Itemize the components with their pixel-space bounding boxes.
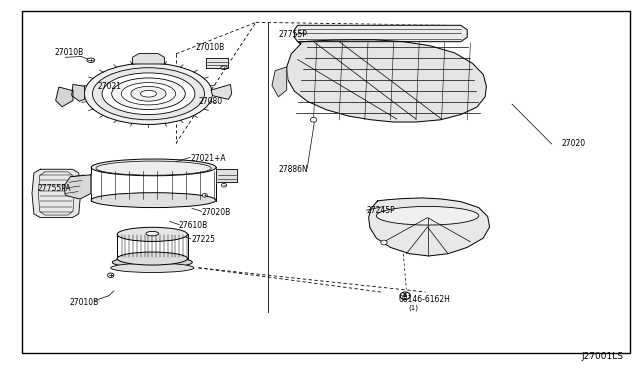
Text: B: B [403, 293, 407, 298]
Polygon shape [211, 84, 232, 99]
Ellipse shape [112, 78, 186, 109]
Text: 27080: 27080 [198, 97, 223, 106]
Ellipse shape [381, 240, 387, 245]
Ellipse shape [91, 193, 216, 208]
Text: J27001LS: J27001LS [581, 352, 623, 361]
Text: 27020: 27020 [562, 140, 586, 148]
Text: 27020B: 27020B [202, 208, 231, 217]
Ellipse shape [310, 117, 317, 122]
Text: 27610B: 27610B [179, 221, 208, 230]
Polygon shape [294, 25, 467, 42]
Text: 27010B: 27010B [69, 298, 99, 307]
Text: 27010B: 27010B [54, 48, 84, 57]
Polygon shape [272, 67, 287, 97]
Polygon shape [56, 87, 73, 107]
Ellipse shape [122, 83, 175, 105]
Text: 08146-6162H: 08146-6162H [398, 295, 450, 304]
Text: (1): (1) [408, 304, 419, 311]
Ellipse shape [131, 86, 166, 101]
Ellipse shape [117, 227, 188, 241]
Ellipse shape [221, 66, 227, 70]
Polygon shape [369, 198, 490, 256]
Ellipse shape [146, 231, 159, 236]
Ellipse shape [91, 159, 216, 176]
Text: 27886N: 27886N [278, 165, 308, 174]
Polygon shape [132, 54, 164, 64]
Ellipse shape [376, 206, 479, 225]
Ellipse shape [84, 63, 212, 124]
Text: 27225: 27225 [191, 235, 215, 244]
Polygon shape [206, 58, 228, 68]
Text: 27245P: 27245P [366, 206, 395, 215]
Polygon shape [32, 169, 81, 218]
Ellipse shape [93, 68, 205, 120]
Ellipse shape [102, 73, 195, 115]
Text: 27021+A: 27021+A [191, 154, 227, 163]
Ellipse shape [202, 193, 207, 197]
Ellipse shape [400, 292, 410, 299]
Ellipse shape [141, 90, 157, 97]
Ellipse shape [117, 252, 188, 265]
Ellipse shape [87, 58, 95, 62]
Text: 27755P: 27755P [278, 30, 307, 39]
Text: 27010B: 27010B [195, 43, 225, 52]
Polygon shape [64, 175, 91, 199]
Polygon shape [216, 169, 237, 182]
Polygon shape [72, 84, 84, 101]
Text: 27021: 27021 [98, 82, 122, 91]
Ellipse shape [113, 257, 192, 268]
Polygon shape [287, 40, 486, 122]
Text: 27755PA: 27755PA [37, 184, 71, 193]
Ellipse shape [111, 263, 194, 272]
Ellipse shape [108, 273, 114, 278]
Ellipse shape [221, 183, 227, 187]
Ellipse shape [96, 161, 211, 175]
